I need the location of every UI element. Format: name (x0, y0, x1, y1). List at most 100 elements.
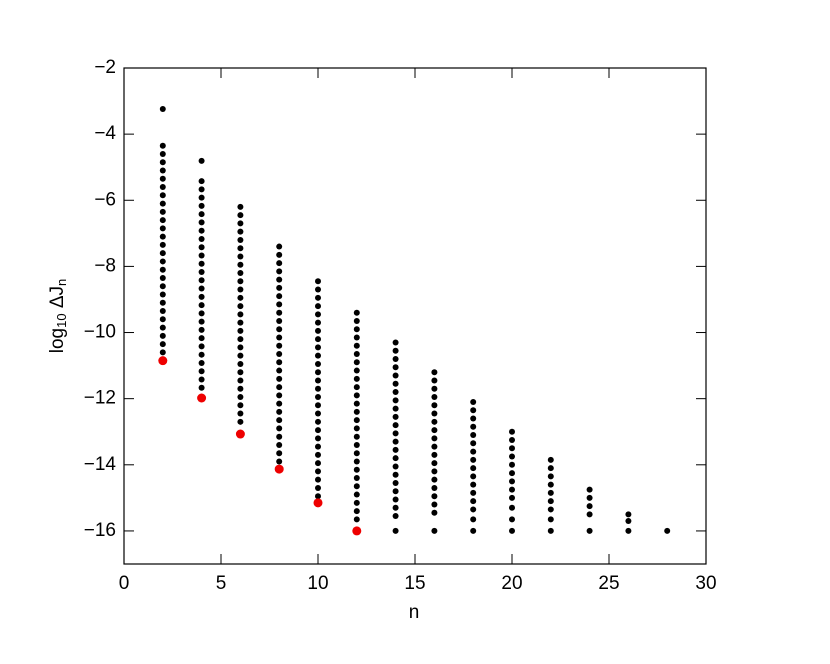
data-point (198, 219, 205, 226)
data-point (315, 476, 321, 483)
data-point (509, 461, 515, 468)
data-point (198, 202, 205, 209)
data-point (392, 471, 399, 478)
data-point (198, 343, 205, 350)
data-point (470, 489, 477, 496)
data-point (431, 509, 438, 516)
data-point (235, 429, 245, 439)
data-point (159, 150, 166, 157)
data-point (392, 380, 399, 387)
data-point (353, 400, 360, 407)
data-point (353, 425, 360, 432)
data-point (353, 367, 360, 374)
data-point (470, 516, 477, 523)
data-point (392, 513, 399, 520)
data-point (237, 385, 244, 392)
data-point (431, 451, 438, 458)
data-point (159, 184, 166, 191)
data-point (509, 470, 515, 477)
data-point (470, 498, 477, 505)
data-point (509, 437, 515, 443)
data-point (509, 516, 515, 523)
data-point (276, 293, 283, 300)
data-point (159, 258, 166, 265)
data-point (470, 465, 477, 472)
data-point (586, 527, 593, 534)
data-point (431, 410, 438, 417)
data-point (353, 359, 360, 366)
data-point (431, 527, 438, 534)
data-point (237, 360, 244, 367)
data-point (159, 283, 166, 290)
data-point (276, 408, 283, 415)
data-point (664, 527, 671, 534)
y-label-part: ΔJ (47, 286, 68, 313)
data-point (237, 261, 244, 268)
data-point (470, 432, 477, 439)
data-point (276, 243, 283, 250)
data-point (237, 394, 244, 401)
data-point (276, 458, 283, 465)
data-point (315, 294, 321, 301)
data-point (547, 465, 554, 472)
data-point (159, 233, 166, 240)
data-point (159, 308, 166, 315)
x-tick-label: 10 (307, 573, 328, 594)
data-point (392, 479, 399, 486)
data-point (237, 270, 244, 277)
data-point (586, 511, 593, 518)
data-point (198, 157, 205, 164)
data-point (237, 203, 244, 210)
data-point (315, 278, 321, 285)
data-point (353, 326, 360, 333)
data-point (431, 369, 438, 376)
data-point (198, 178, 205, 185)
data-point (353, 351, 360, 358)
data-point (625, 511, 632, 518)
y-label-sub: n (54, 279, 69, 286)
data-point (392, 430, 399, 437)
data-point (353, 499, 360, 506)
data-point (159, 175, 166, 182)
data-point (315, 427, 321, 434)
data-point (392, 355, 399, 362)
data-point (198, 211, 205, 218)
data-point (276, 326, 283, 333)
data-point (547, 473, 554, 480)
data-point (509, 504, 515, 511)
data-point (237, 236, 244, 243)
data-point (470, 440, 477, 447)
data-point (315, 336, 321, 343)
data-point (198, 244, 205, 251)
data-point (198, 252, 205, 259)
data-point (509, 445, 515, 452)
y-label-sub: 10 (54, 313, 69, 327)
x-tick-label: 25 (598, 573, 619, 594)
data-point (237, 319, 244, 326)
data-point (353, 466, 360, 473)
data-point (431, 435, 438, 442)
data-point (198, 384, 205, 391)
plot-frame (123, 67, 707, 565)
data-point (353, 384, 360, 391)
data-point (237, 418, 244, 425)
data-point (198, 335, 205, 342)
data-point (159, 106, 166, 113)
data-point (392, 527, 399, 534)
data-point (276, 425, 283, 432)
data-point (315, 410, 321, 417)
data-point (470, 398, 477, 405)
data-point (237, 303, 244, 310)
data-point (586, 486, 593, 493)
data-point (431, 476, 438, 483)
data-point (237, 220, 244, 227)
data-point (547, 516, 554, 523)
data-point (276, 268, 283, 275)
data-point (509, 453, 515, 460)
data-point (197, 393, 207, 403)
data-point (470, 456, 477, 463)
data-point (431, 493, 438, 500)
data-point (198, 293, 205, 300)
x-tick-label: 20 (501, 573, 522, 594)
